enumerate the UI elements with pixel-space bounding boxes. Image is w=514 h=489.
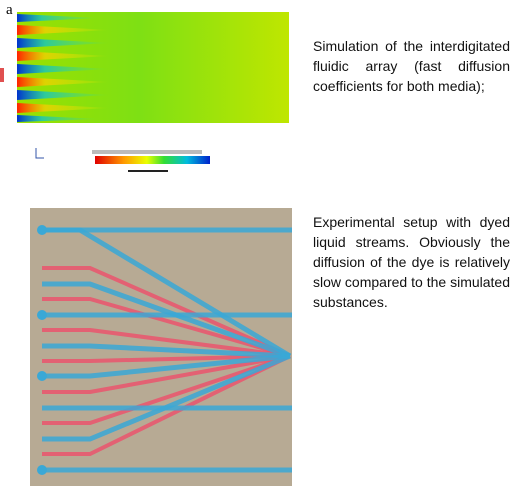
- page: a Simulation of the interdigitated fluid…: [0, 0, 514, 489]
- inlet-marker: [0, 68, 4, 82]
- colorbar: [95, 156, 210, 164]
- experiment-photo: [30, 208, 292, 486]
- simulation-image: [0, 0, 300, 175]
- caption: Simulation of the interdigitated fluidic…: [313, 36, 510, 96]
- caption: Experimental setup with dyed liquid stre…: [313, 212, 510, 312]
- colorbar-ticks: [92, 150, 202, 154]
- axis-icon: [36, 148, 44, 158]
